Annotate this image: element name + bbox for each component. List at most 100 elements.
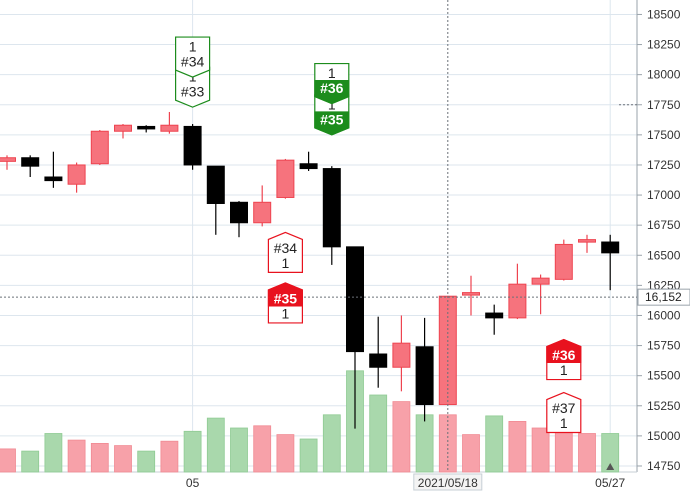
candle-body-16 xyxy=(369,353,388,368)
volume-bar-1 xyxy=(21,450,40,473)
price-tick-label-13: 18000 xyxy=(647,68,681,82)
candle-12 xyxy=(276,158,295,199)
volume-bar-3 xyxy=(67,439,86,473)
candle-23 xyxy=(531,274,550,315)
candle-20 xyxy=(462,275,480,316)
volume-bar-8 xyxy=(183,430,202,473)
volume-bar-19 xyxy=(438,414,457,473)
candle-body-14 xyxy=(322,168,341,248)
candle-4 xyxy=(90,130,109,165)
marker-text-2-1: #35 xyxy=(320,111,344,127)
time-label-1: 2021/05/18 xyxy=(418,476,478,490)
volume-bar-7 xyxy=(160,440,179,473)
candle-body-8 xyxy=(183,125,202,166)
marker-fill-2 xyxy=(314,111,350,136)
candle-14 xyxy=(322,166,341,265)
marker-1: 1#34 xyxy=(175,36,211,78)
marker-2: 1#35 xyxy=(314,94,350,136)
candle-body-25 xyxy=(578,239,596,243)
volume-bar-16 xyxy=(369,394,388,473)
time-axis: 05 2021/05/18 05/27 xyxy=(186,463,626,491)
candle-5 xyxy=(114,124,132,139)
candle-13 xyxy=(299,151,318,171)
volume-bar-9 xyxy=(206,417,225,473)
marker-text-3-0: 1 xyxy=(328,65,336,81)
marker-5: #351 xyxy=(267,282,303,324)
marker-text-7-1: 1 xyxy=(560,415,568,431)
marker-fill-3 xyxy=(314,80,350,105)
marker-shape-4 xyxy=(267,231,303,273)
price-tick-label-11: 17500 xyxy=(647,128,681,142)
time-label-2: 05/27 xyxy=(595,476,625,490)
marker-fill-5 xyxy=(267,282,303,307)
marker-shape-1 xyxy=(175,36,211,78)
candle-7 xyxy=(160,111,179,134)
price-tick-label-8: 16750 xyxy=(647,218,681,232)
marker-fill-6 xyxy=(546,339,582,364)
candle-body-26 xyxy=(601,241,620,254)
volume-bar-26 xyxy=(601,433,620,473)
marker-shape-7 xyxy=(546,391,582,434)
price-tick-label-14: 18250 xyxy=(647,38,681,52)
candle-body-21 xyxy=(485,312,504,319)
time-label-0: 05 xyxy=(186,476,200,490)
candle-body-13 xyxy=(299,163,318,170)
candle-body-5 xyxy=(114,124,132,132)
marker-text-4-0: #34 xyxy=(274,240,298,256)
marker-4: #341 xyxy=(267,231,303,273)
price-tick-label-10: 17250 xyxy=(647,158,681,172)
price-tick-label-9: 17000 xyxy=(647,188,681,202)
candle-15 xyxy=(346,246,364,429)
volume-bar-20 xyxy=(462,434,480,473)
candle-0 xyxy=(0,155,16,170)
candle-body-4 xyxy=(90,130,109,165)
candle-17 xyxy=(392,315,411,392)
volume-bar-23 xyxy=(531,427,550,473)
candle-18 xyxy=(415,317,434,422)
crosshair-date-box xyxy=(413,473,483,491)
candle-6 xyxy=(137,125,156,133)
candle-body-3 xyxy=(67,164,86,185)
volume-bar-18 xyxy=(415,414,434,473)
candle-25 xyxy=(578,234,596,253)
price-tick-label-15: 18500 xyxy=(647,7,681,21)
candle-16 xyxy=(369,316,388,388)
candle-body-7 xyxy=(160,124,179,132)
candle-body-20 xyxy=(462,292,480,296)
candle-26 xyxy=(601,234,620,291)
candle-body-12 xyxy=(276,159,295,198)
candle-3 xyxy=(67,162,86,193)
price-tick-label-0: 14750 xyxy=(647,459,681,473)
candle-body-6 xyxy=(137,125,156,130)
candle-body-22 xyxy=(508,283,527,319)
marker-3: 1#36 xyxy=(314,62,350,105)
trade-markers: 1#331#341#351#36#341#351#361#371 xyxy=(175,36,582,434)
price-tick-label-12: 17750 xyxy=(647,98,681,112)
volume-bar-12 xyxy=(276,434,295,473)
candle-10 xyxy=(230,201,248,238)
price-tick-label-2: 15250 xyxy=(647,399,681,413)
volume-bar-17 xyxy=(392,401,411,473)
candle-body-24 xyxy=(554,243,573,280)
marker-text-1-0: 1 xyxy=(189,39,197,55)
marker-7: #371 xyxy=(546,391,582,434)
candle-body-23 xyxy=(531,277,550,285)
price-tick-label-4: 15750 xyxy=(647,339,681,353)
volume-bar-21 xyxy=(485,415,504,473)
candle-8 xyxy=(183,124,202,170)
volume-bar-22 xyxy=(508,420,527,473)
candle-21 xyxy=(485,304,504,335)
volume-bars xyxy=(0,370,620,473)
marker-text-6-1: 1 xyxy=(560,362,568,378)
price-axis: 1475015000152501550015750160001625016500… xyxy=(637,7,690,473)
candle-9 xyxy=(206,165,225,235)
marker-text-4-1: 1 xyxy=(282,255,290,271)
candle-1 xyxy=(21,155,40,177)
crosshair-price-box xyxy=(637,288,690,306)
volume-bar-13 xyxy=(299,438,318,473)
candle-body-2 xyxy=(44,176,63,182)
marker-text-0-1: #33 xyxy=(181,84,205,100)
marker-text-5-0: #35 xyxy=(274,290,298,306)
candle-11 xyxy=(253,185,272,227)
